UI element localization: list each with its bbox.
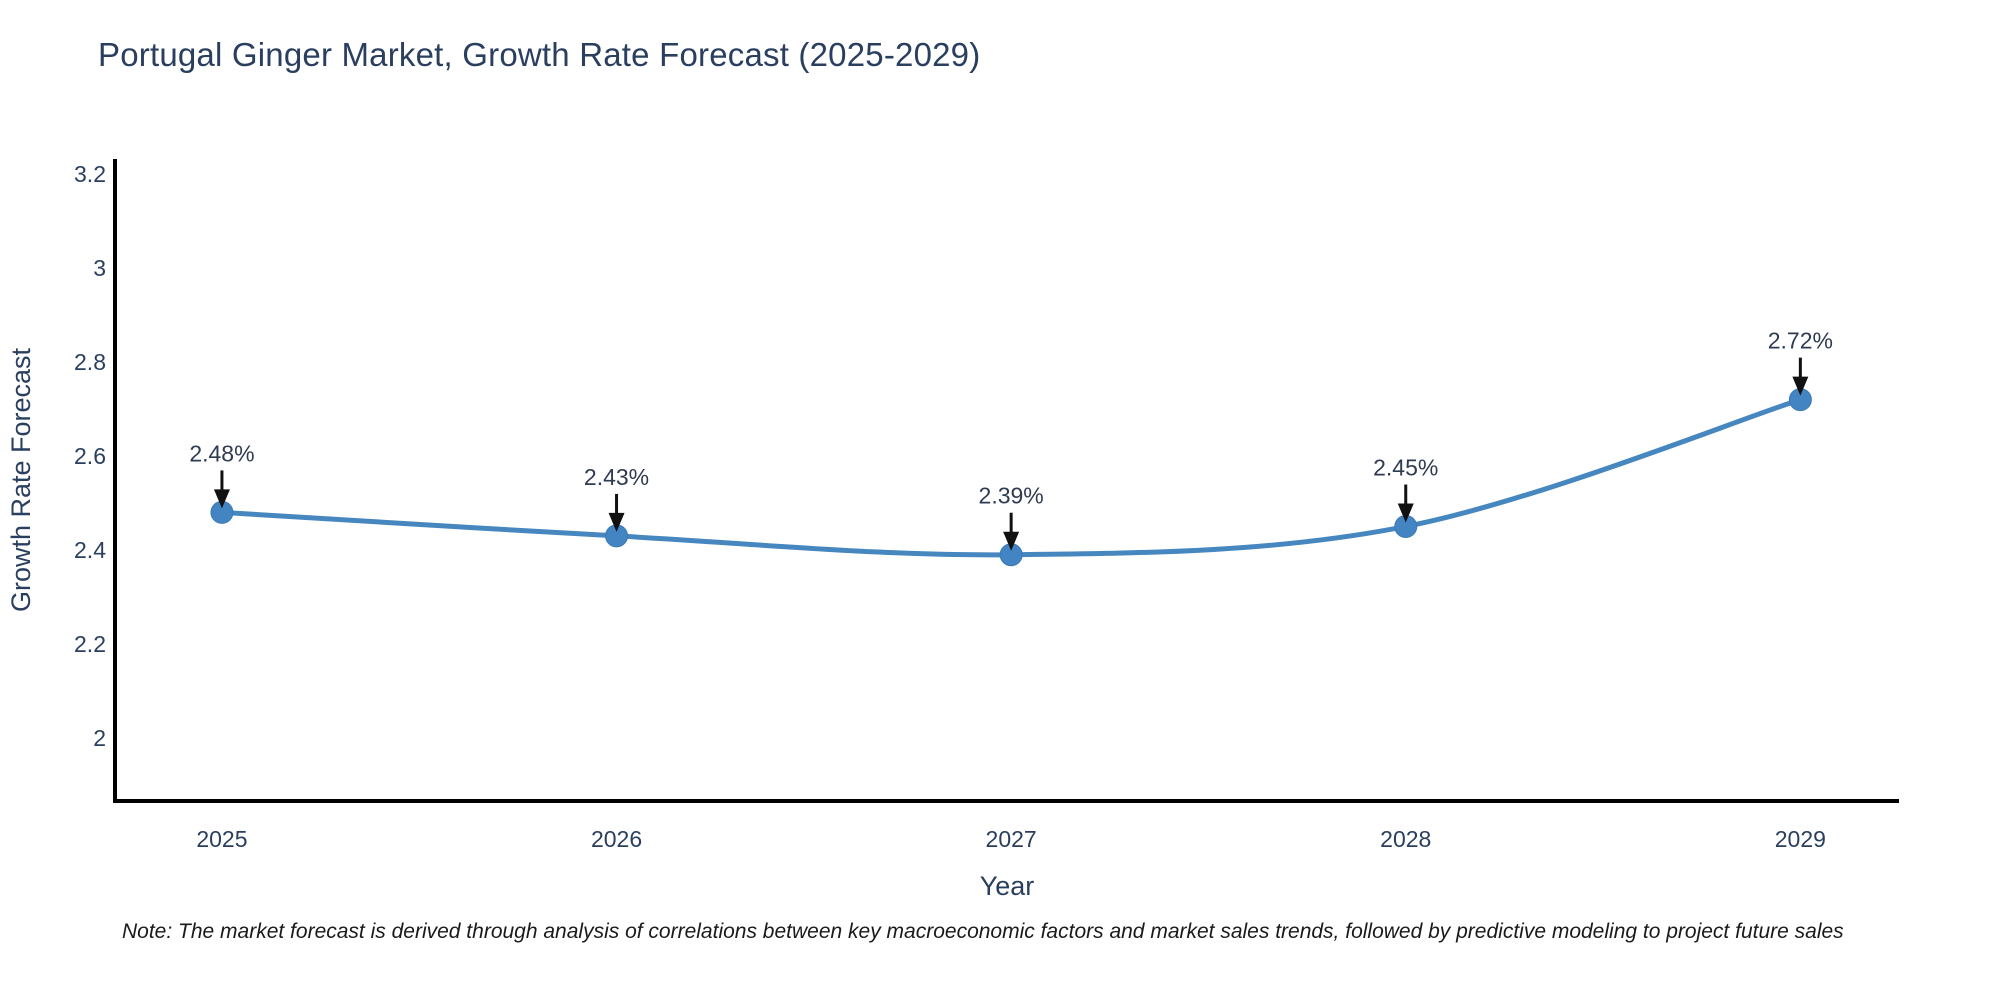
x-tick-label: 2025	[196, 826, 247, 852]
y-axis-title: Growth Rate Forecast	[6, 347, 36, 612]
y-tick-label: 3	[93, 255, 106, 281]
annotation-arrowhead	[608, 512, 625, 532]
point-annotation: 2.48%	[189, 440, 255, 509]
point-annotation: 2.72%	[1768, 328, 1833, 396]
annotation-label: 2.48%	[189, 440, 254, 466]
y-tick-label: 2.8	[74, 349, 106, 375]
y-tick-label: 2	[93, 725, 106, 751]
annotation-arrowhead	[1003, 531, 1020, 551]
point-annotation: 2.43%	[584, 464, 649, 532]
annotation-label: 2.72%	[1768, 328, 1833, 354]
annotation-arrowhead	[1792, 376, 1809, 396]
annotation-arrowhead	[213, 489, 230, 509]
point-annotation: 2.45%	[1373, 455, 1438, 523]
annotation-label: 2.45%	[1373, 455, 1438, 481]
point-annotations: 2.48% 2.43% 2.39% 2.45% 2.72%	[189, 328, 1833, 551]
x-axis-title: Year	[980, 871, 1035, 901]
y-tick-label: 3.2	[74, 161, 106, 187]
x-tick-label: 2026	[591, 826, 642, 852]
point-annotation: 2.39%	[979, 483, 1044, 551]
axis-lines	[113, 159, 1899, 803]
x-tick-label: 2028	[1380, 826, 1431, 852]
x-tick-label: 2029	[1775, 826, 1826, 852]
y-tick-label: 2.4	[74, 537, 106, 563]
y-tick-label: 2.6	[74, 443, 106, 469]
y-tick-label: 2.2	[74, 631, 106, 657]
annotation-arrowhead	[1397, 503, 1414, 523]
chart-title: Portugal Ginger Market, Growth Rate Fore…	[98, 36, 981, 73]
x-tick-label: 2027	[986, 826, 1037, 852]
annotation-label: 2.43%	[584, 464, 649, 490]
y-axis-tick-labels: 2 2.2 2.4 2.6 2.8 3 3.2	[74, 161, 106, 751]
footnote: Note: The market forecast is derived thr…	[122, 920, 1844, 943]
annotation-label: 2.39%	[979, 483, 1044, 509]
x-axis-tick-labels: 2025 2026 2027 2028 2029	[196, 826, 1826, 852]
